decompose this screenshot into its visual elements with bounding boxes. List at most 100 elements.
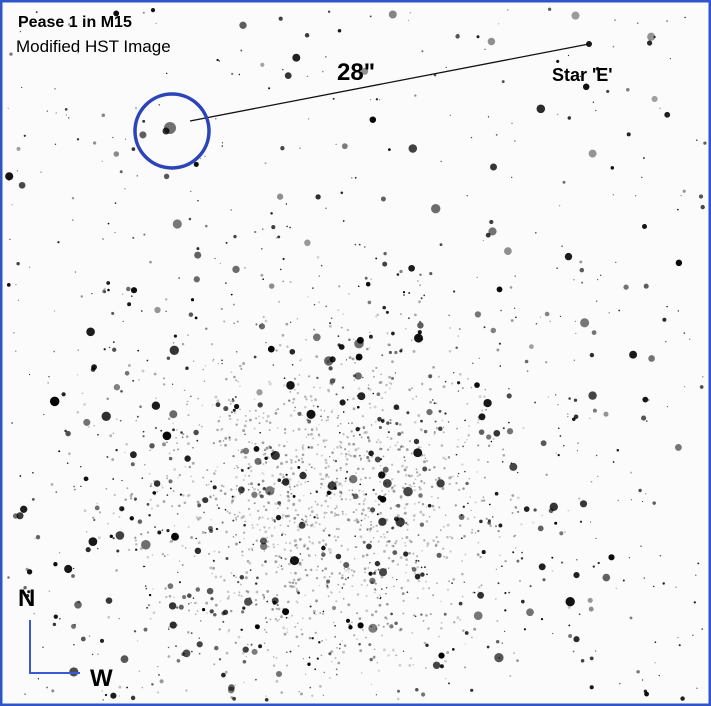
star (423, 539, 425, 541)
star (386, 531, 388, 533)
star (223, 485, 225, 487)
star (247, 649, 248, 650)
star (235, 543, 238, 546)
star (415, 688, 418, 691)
star (197, 200, 199, 202)
star (667, 406, 668, 407)
star (368, 516, 369, 517)
star (286, 664, 288, 666)
star (644, 690, 647, 693)
star (64, 565, 72, 573)
star (33, 613, 35, 615)
star (191, 632, 193, 634)
star (443, 467, 445, 469)
star (309, 657, 311, 659)
star (363, 503, 365, 505)
star (113, 512, 115, 514)
star (266, 537, 268, 539)
star (450, 603, 452, 605)
star (623, 284, 628, 289)
star (440, 664, 444, 668)
star (448, 315, 449, 316)
star (202, 531, 205, 534)
star (477, 542, 479, 544)
star (216, 399, 219, 402)
star (230, 401, 232, 403)
star (305, 33, 310, 38)
star (265, 617, 267, 619)
star (214, 646, 218, 650)
star (470, 689, 473, 692)
star (150, 483, 152, 485)
star (158, 674, 160, 676)
star (577, 442, 579, 444)
star (132, 380, 134, 382)
star (227, 597, 230, 600)
star (195, 548, 201, 554)
star (292, 54, 300, 62)
star (615, 262, 616, 263)
star (51, 483, 54, 486)
star (261, 564, 263, 566)
star (234, 404, 239, 409)
star (65, 108, 68, 111)
star (307, 420, 311, 424)
star (369, 403, 371, 405)
star (138, 379, 140, 381)
star (272, 543, 274, 545)
star (268, 527, 270, 529)
star (124, 452, 126, 454)
star (235, 642, 237, 644)
star (329, 325, 332, 328)
star (253, 488, 256, 491)
star (194, 252, 201, 259)
star (351, 569, 353, 571)
star (338, 415, 340, 417)
star (197, 398, 199, 400)
star (367, 507, 370, 510)
star (595, 538, 596, 539)
star (383, 479, 392, 488)
star (264, 162, 266, 164)
star (137, 175, 138, 176)
star (424, 430, 427, 433)
star (436, 479, 444, 487)
star (282, 281, 284, 283)
star (323, 516, 325, 518)
star (683, 190, 686, 193)
star (234, 468, 235, 469)
star (228, 684, 235, 691)
star (168, 418, 171, 421)
star (187, 401, 189, 403)
star (8, 108, 9, 109)
star (48, 376, 49, 377)
star (258, 644, 262, 648)
star (229, 438, 232, 441)
star (354, 535, 356, 537)
star (541, 515, 543, 517)
star (168, 655, 171, 658)
star (344, 644, 347, 647)
star (223, 463, 224, 464)
star (233, 376, 236, 379)
star (49, 590, 51, 592)
star (466, 403, 468, 405)
star (160, 679, 164, 683)
star (157, 666, 158, 667)
star (383, 495, 385, 497)
star (328, 595, 330, 597)
star (397, 273, 400, 276)
star (432, 366, 435, 369)
star (353, 338, 355, 340)
star (484, 477, 486, 479)
star (432, 399, 434, 401)
star (244, 521, 246, 523)
star (405, 558, 408, 561)
star (392, 577, 394, 579)
star (298, 499, 301, 502)
star (355, 509, 357, 511)
star (362, 629, 364, 631)
star (379, 481, 381, 483)
star (347, 567, 350, 570)
star (310, 446, 313, 449)
